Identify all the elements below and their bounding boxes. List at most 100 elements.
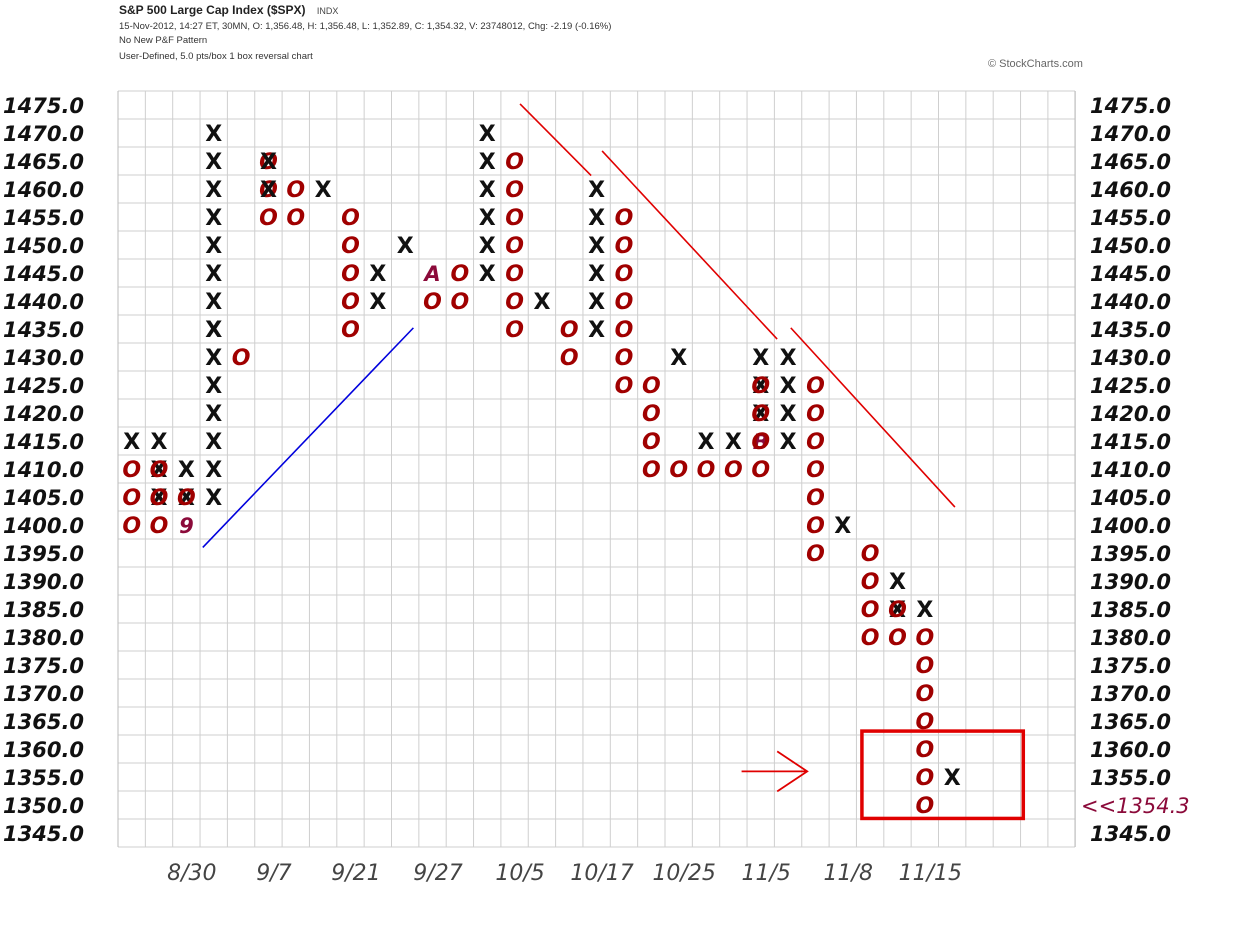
y-tick-label-left: 1420.0 bbox=[3, 402, 84, 426]
pattern-line: No New P&F Pattern bbox=[119, 35, 208, 46]
y-tick-label-right: 1440.0 bbox=[1090, 290, 1171, 314]
y-tick-label-right: 1430.0 bbox=[1090, 346, 1171, 370]
o-mark: O bbox=[505, 290, 524, 315]
chart-title-text: S&P 500 Large Cap Index ($SPX) bbox=[119, 3, 306, 17]
y-tick-label-right: 1460.0 bbox=[1090, 178, 1171, 202]
o-mark: O bbox=[615, 290, 634, 315]
o-mark: O bbox=[751, 374, 770, 399]
o-mark: O bbox=[122, 486, 141, 511]
o-mark: O bbox=[806, 486, 825, 511]
x-mark: X bbox=[780, 430, 797, 455]
x-mark: X bbox=[780, 346, 797, 371]
y-tick-label-left: 1425.0 bbox=[3, 374, 84, 398]
o-mark: O bbox=[615, 262, 634, 287]
x-mark: X bbox=[205, 318, 222, 343]
o-mark: O bbox=[888, 598, 907, 623]
x-axis-date-label: 10/17 bbox=[570, 861, 633, 886]
y-tick-label-right: 1425.0 bbox=[1090, 374, 1171, 398]
x-mark: X bbox=[889, 598, 906, 623]
y-tick-label-left: 1355.0 bbox=[3, 766, 84, 790]
x-mark: X bbox=[588, 206, 605, 231]
y-tick-label-left: 1440.0 bbox=[3, 290, 84, 314]
y-tick-label-right: 1420.0 bbox=[1090, 402, 1171, 426]
x-mark: X bbox=[369, 262, 386, 287]
y-tick-label-left: 1345.0 bbox=[3, 822, 84, 846]
y-tick-label-right: 1355.0 bbox=[1090, 766, 1171, 790]
uptrend-line bbox=[202, 327, 414, 548]
o-mark: O bbox=[505, 234, 524, 259]
x-mark: X bbox=[533, 290, 550, 315]
month-marker: A bbox=[422, 262, 440, 286]
o-mark: O bbox=[451, 290, 470, 315]
x-mark: X bbox=[588, 290, 605, 315]
y-tick-label-left: 1430.0 bbox=[3, 346, 84, 370]
y-tick-label-left: 1465.0 bbox=[3, 150, 84, 174]
x-axis-date-label: 11/5 bbox=[741, 861, 790, 886]
o-mark: O bbox=[751, 458, 770, 483]
o-mark: O bbox=[615, 374, 634, 399]
x-mark: X bbox=[588, 178, 605, 203]
o-mark: O bbox=[505, 262, 524, 287]
y-tick-label-left: 1375.0 bbox=[3, 654, 84, 678]
o-mark: O bbox=[915, 710, 934, 735]
x-mark: X bbox=[780, 374, 797, 399]
x-mark: X bbox=[123, 430, 140, 455]
o-mark: O bbox=[615, 206, 634, 231]
o-mark: O bbox=[150, 486, 169, 511]
o-mark: O bbox=[861, 570, 880, 595]
y-tick-label-right: 1470.0 bbox=[1090, 122, 1171, 146]
y-tick-label-left: 1385.0 bbox=[3, 598, 84, 622]
y-tick-label-left: 1395.0 bbox=[3, 542, 84, 566]
o-mark: O bbox=[122, 514, 141, 539]
o-mark: O bbox=[751, 430, 770, 455]
o-mark: O bbox=[150, 514, 169, 539]
x-mark: X bbox=[479, 262, 496, 287]
x-mark: X bbox=[151, 430, 168, 455]
o-mark: O bbox=[341, 206, 360, 231]
y-tick-label-left: 1415.0 bbox=[3, 430, 84, 454]
o-mark: O bbox=[451, 262, 470, 287]
chart-title: S&P 500 Large Cap Index ($SPX) INDX bbox=[119, 3, 338, 17]
o-mark: O bbox=[615, 346, 634, 371]
y-tick-label-right: 1375.0 bbox=[1090, 654, 1171, 678]
x-axis-date-label: 8/30 bbox=[167, 861, 216, 886]
y-tick-label-left: 1455.0 bbox=[3, 206, 84, 230]
y-tick-label-right: 1410.0 bbox=[1090, 458, 1171, 482]
o-mark: O bbox=[177, 486, 196, 511]
o-mark: O bbox=[341, 262, 360, 287]
x-mark: X bbox=[944, 766, 961, 791]
x-mark: X bbox=[670, 346, 687, 371]
o-mark: O bbox=[615, 318, 634, 343]
x-axis-date-label: 9/7 bbox=[256, 861, 291, 886]
x-mark: X bbox=[205, 374, 222, 399]
o-mark: O bbox=[806, 402, 825, 427]
settings-line: User-Defined, 5.0 pts/box 1 box reversal… bbox=[119, 51, 313, 62]
x-mark: X bbox=[205, 430, 222, 455]
x-mark: X bbox=[205, 318, 222, 343]
x-mark: X bbox=[151, 486, 168, 511]
y-tick-label-right: 1365.0 bbox=[1090, 710, 1171, 734]
y-tick-label-left: 1370.0 bbox=[3, 682, 84, 706]
y-tick-label-right: 1380.0 bbox=[1090, 626, 1171, 650]
o-mark: O bbox=[423, 290, 442, 315]
x-mark: X bbox=[479, 122, 496, 147]
y-tick-label-left: 1475.0 bbox=[3, 94, 84, 118]
x-mark: X bbox=[780, 402, 797, 427]
o-mark: O bbox=[806, 430, 825, 455]
downtrend-line bbox=[601, 150, 778, 340]
x-mark: X bbox=[205, 178, 222, 203]
x-mark: X bbox=[834, 514, 851, 539]
y-tick-label-right: 1385.0 bbox=[1090, 598, 1171, 622]
y-tick-label-right: 1465.0 bbox=[1090, 150, 1171, 174]
o-mark: O bbox=[259, 178, 278, 203]
o-mark: O bbox=[888, 626, 907, 651]
x-mark: X bbox=[588, 234, 605, 259]
x-mark: X bbox=[205, 262, 222, 287]
o-mark: O bbox=[505, 150, 524, 175]
o-mark: O bbox=[861, 542, 880, 567]
y-tick-label-right: 1360.0 bbox=[1090, 738, 1171, 762]
y-tick-label-right: 1370.0 bbox=[1090, 682, 1171, 706]
x-mark: X bbox=[151, 458, 168, 483]
x-mark: X bbox=[397, 234, 414, 259]
x-mark: X bbox=[205, 150, 222, 175]
